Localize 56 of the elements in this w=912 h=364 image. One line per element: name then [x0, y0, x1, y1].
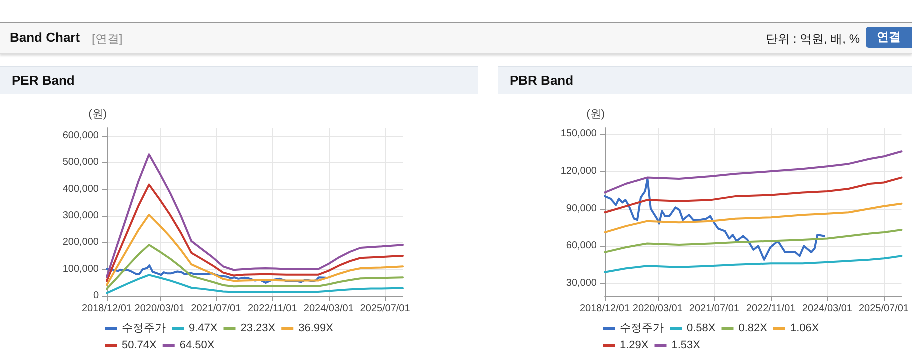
line-series — [604, 202, 903, 234]
legend-label: 64.50X — [180, 340, 216, 352]
legend-label: 23.23X — [240, 322, 276, 334]
line-series — [604, 229, 903, 254]
legend-label: 1.29X — [620, 340, 650, 352]
y-tick-label: 150,000 — [560, 128, 598, 140]
x-tick-label: 2022/11/01 — [248, 304, 298, 314]
y-axis-title: (원) — [88, 108, 107, 120]
x-tick-label: 2018/12/01 — [82, 304, 132, 314]
text: [연결] — [92, 31, 123, 48]
text: Band Chart — [10, 30, 80, 45]
chart-title: PBR Band — [510, 73, 574, 88]
line-series — [106, 264, 327, 284]
legend-label: 36.99X — [298, 322, 334, 334]
y-tick-label: 120,000 — [560, 166, 598, 178]
legend-label: 0.82X — [738, 322, 768, 334]
x-tick-label: 2018/12/01 — [580, 304, 630, 314]
x-tick-label: 2024/03/01 — [802, 304, 853, 314]
line-series — [106, 184, 404, 282]
y-tick-label: 300,000 — [62, 210, 100, 222]
chart-title: PER Band — [12, 73, 75, 88]
x-tick-label: 2025/07/01 — [858, 304, 910, 314]
y-tick-label: 0 — [93, 290, 100, 302]
line-series — [106, 214, 404, 286]
line-series — [106, 274, 404, 294]
legend-label: 수정주가 — [620, 322, 664, 334]
line-series — [604, 150, 903, 194]
x-tick-label: 2021/07/01 — [689, 304, 740, 314]
x-tick-label: 2020/03/01 — [134, 304, 186, 314]
y-tick-label: 30,000 — [566, 278, 598, 290]
legend-label: 수정주가 — [122, 322, 166, 334]
x-tick-label: 2021/07/01 — [191, 304, 242, 314]
x-tick-label: 2024/03/01 — [304, 304, 354, 314]
line-series — [604, 255, 903, 274]
x-tick-label: 2025/07/01 — [360, 304, 411, 314]
legend-label: 50.74X — [122, 340, 158, 352]
y-tick-label: 400,000 — [62, 184, 100, 195]
line-series — [106, 154, 404, 278]
line-series — [106, 244, 404, 290]
x-tick-label: 2022/11/01 — [746, 304, 796, 314]
y-tick-label: 200,000 — [62, 237, 100, 248]
y-tick-label: 60,000 — [566, 240, 598, 252]
legend-label: 1.53X — [672, 340, 702, 352]
toggle-button: 연결 — [866, 27, 912, 48]
x-tick-label: 2020/03/01 — [632, 304, 684, 314]
y-tick-label: 100,000 — [62, 264, 100, 275]
y-tick-label: 500,000 — [62, 157, 100, 168]
text: 단위 : 억원, 배, % — [766, 31, 860, 48]
line-series — [604, 176, 903, 214]
legend-label: 0.58X — [687, 322, 716, 334]
legend-label: 9.47X — [189, 322, 218, 334]
line-series — [604, 178, 826, 261]
y-axis-title: (원) — [586, 108, 605, 120]
legend-label: 1.06X — [790, 322, 820, 334]
y-tick-label: 600,000 — [62, 130, 100, 142]
y-tick-label: 90,000 — [566, 203, 598, 214]
